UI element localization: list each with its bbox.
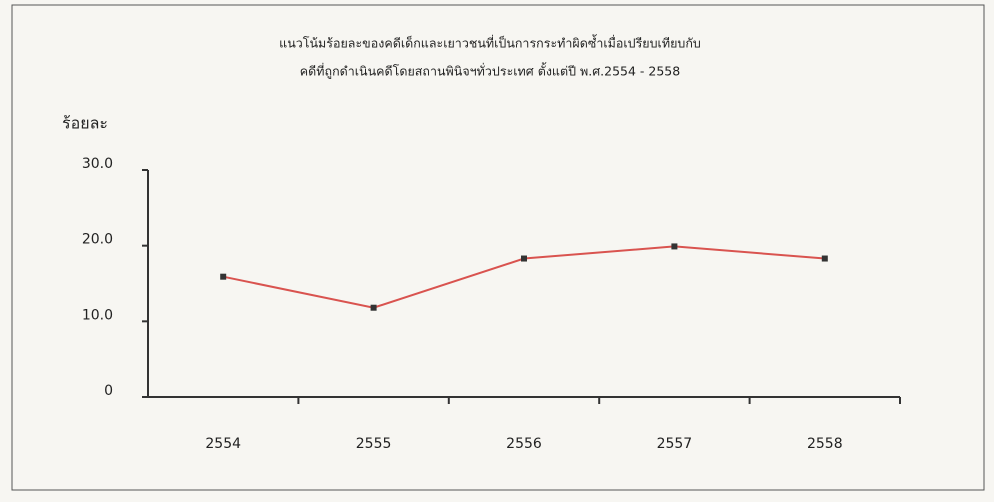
y-tick-label: 30.0 bbox=[82, 156, 113, 172]
data-point bbox=[671, 243, 678, 250]
x-tick-label: 2554 bbox=[205, 436, 241, 452]
x-tick-label: 2556 bbox=[506, 436, 542, 452]
chart-title: แนวโน้มร้อยละของคดีเด็กและเยาวชนที่เป็นก… bbox=[279, 34, 701, 51]
data-point bbox=[220, 273, 227, 280]
x-tick-label: 2555 bbox=[356, 436, 392, 452]
y-tick-label: 20.0 bbox=[82, 232, 113, 248]
data-point bbox=[370, 304, 377, 311]
chart-frame bbox=[11, 4, 985, 491]
x-tick-label: 2557 bbox=[657, 436, 693, 452]
y-tick-label: 0 bbox=[104, 383, 113, 399]
chart-title: คดีที่ถูกดำเนินคดีโดยสถานพินิจฯทั่วประเท… bbox=[300, 62, 680, 80]
x-tick-label: 2558 bbox=[807, 436, 843, 452]
y-tick-label: 10.0 bbox=[82, 307, 113, 323]
data-point bbox=[821, 255, 828, 262]
data-point bbox=[521, 255, 527, 262]
y-axis-label: ร้อยละ bbox=[62, 114, 108, 133]
